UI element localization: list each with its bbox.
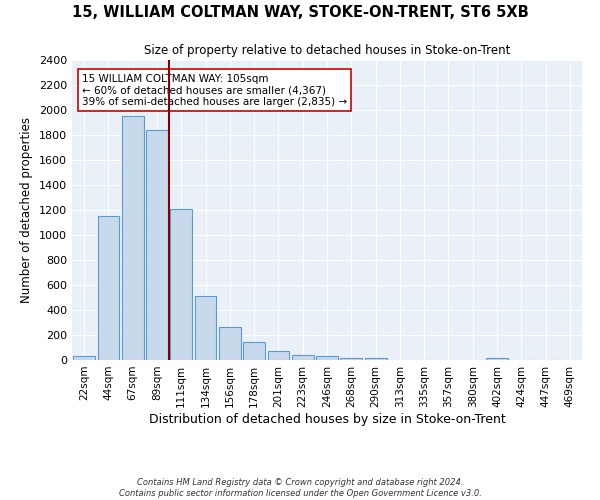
Bar bbox=[194, 296, 217, 360]
Title: Size of property relative to detached houses in Stoke-on-Trent: Size of property relative to detached ho… bbox=[144, 44, 510, 58]
Bar bbox=[340, 358, 362, 360]
Bar bbox=[122, 116, 143, 360]
Bar bbox=[170, 209, 192, 360]
Bar bbox=[292, 355, 314, 360]
Bar bbox=[243, 342, 265, 360]
Text: 15 WILLIAM COLTMAN WAY: 105sqm
← 60% of detached houses are smaller (4,367)
39% : 15 WILLIAM COLTMAN WAY: 105sqm ← 60% of … bbox=[82, 74, 347, 106]
Bar bbox=[97, 216, 119, 360]
Y-axis label: Number of detached properties: Number of detached properties bbox=[20, 117, 34, 303]
Bar bbox=[73, 356, 95, 360]
Bar bbox=[316, 356, 338, 360]
Bar bbox=[219, 327, 241, 360]
X-axis label: Distribution of detached houses by size in Stoke-on-Trent: Distribution of detached houses by size … bbox=[149, 412, 505, 426]
Text: 15, WILLIAM COLTMAN WAY, STOKE-ON-TRENT, ST6 5XB: 15, WILLIAM COLTMAN WAY, STOKE-ON-TRENT,… bbox=[71, 5, 529, 20]
Bar bbox=[268, 350, 289, 360]
Bar bbox=[146, 130, 168, 360]
Bar bbox=[365, 358, 386, 360]
Text: Contains HM Land Registry data © Crown copyright and database right 2024.
Contai: Contains HM Land Registry data © Crown c… bbox=[119, 478, 481, 498]
Bar bbox=[486, 358, 508, 360]
